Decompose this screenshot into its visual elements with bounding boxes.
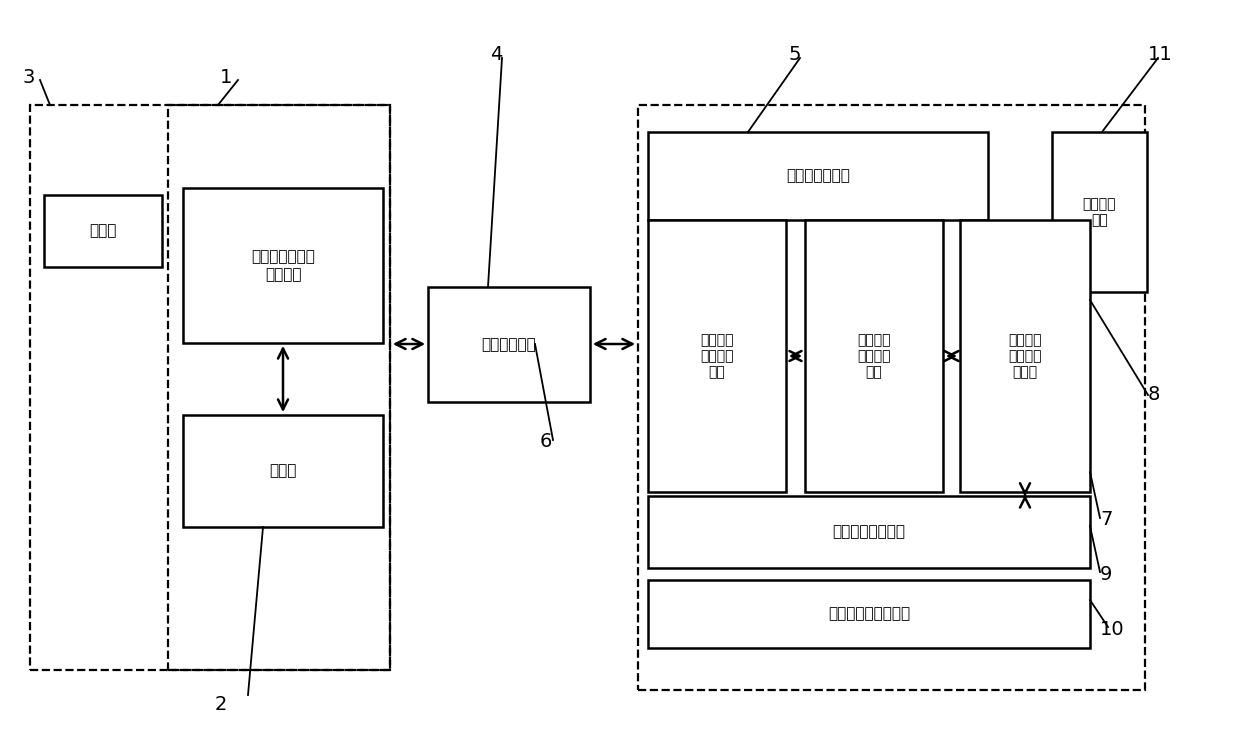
Text: 8: 8: [1148, 385, 1161, 404]
Text: 11: 11: [1148, 45, 1173, 64]
Text: 6: 6: [539, 432, 552, 451]
Text: 服务器: 服务器: [269, 463, 296, 479]
Text: 7: 7: [1100, 510, 1112, 529]
Bar: [639, 105, 1145, 690]
Bar: [960, 220, 1090, 492]
Bar: [428, 287, 590, 402]
Bar: [649, 580, 1090, 648]
Text: 机柜箱: 机柜箱: [89, 223, 117, 239]
Bar: [649, 132, 988, 220]
Text: 无线传输系统: 无线传输系统: [481, 337, 537, 352]
Bar: [167, 105, 391, 670]
Text: 供电与供气系统: 供电与供气系统: [786, 168, 849, 184]
Text: 4: 4: [490, 45, 502, 64]
Bar: [649, 496, 1090, 568]
Text: 惯性执行
机构待测
产品: 惯性执行 机构待测 产品: [857, 333, 890, 379]
Bar: [805, 220, 942, 492]
Bar: [184, 188, 383, 343]
Bar: [184, 415, 383, 527]
Text: 10: 10: [1100, 620, 1125, 639]
Bar: [1052, 132, 1147, 292]
Text: 台上数据
采集与处
理系统: 台上数据 采集与处 理系统: [1008, 333, 1042, 379]
Text: 3: 3: [22, 68, 35, 87]
Text: 2: 2: [215, 695, 227, 714]
Text: 真空控制
系统: 真空控制 系统: [1083, 197, 1116, 227]
Text: 台下数据采集与
处理系统: 台下数据采集与 处理系统: [250, 250, 315, 282]
Text: 1: 1: [219, 68, 232, 87]
Text: 5: 5: [787, 45, 801, 64]
Bar: [43, 195, 162, 267]
Text: 振动隔离与支撑系统: 振动隔离与支撑系统: [828, 607, 910, 621]
Text: 残余力矩测试系统: 残余力矩测试系统: [832, 525, 905, 539]
Text: 惯性执行
机构控制
系统: 惯性执行 机构控制 系统: [701, 333, 734, 379]
Bar: [649, 220, 786, 492]
Text: 9: 9: [1100, 565, 1112, 584]
Bar: [30, 105, 391, 670]
